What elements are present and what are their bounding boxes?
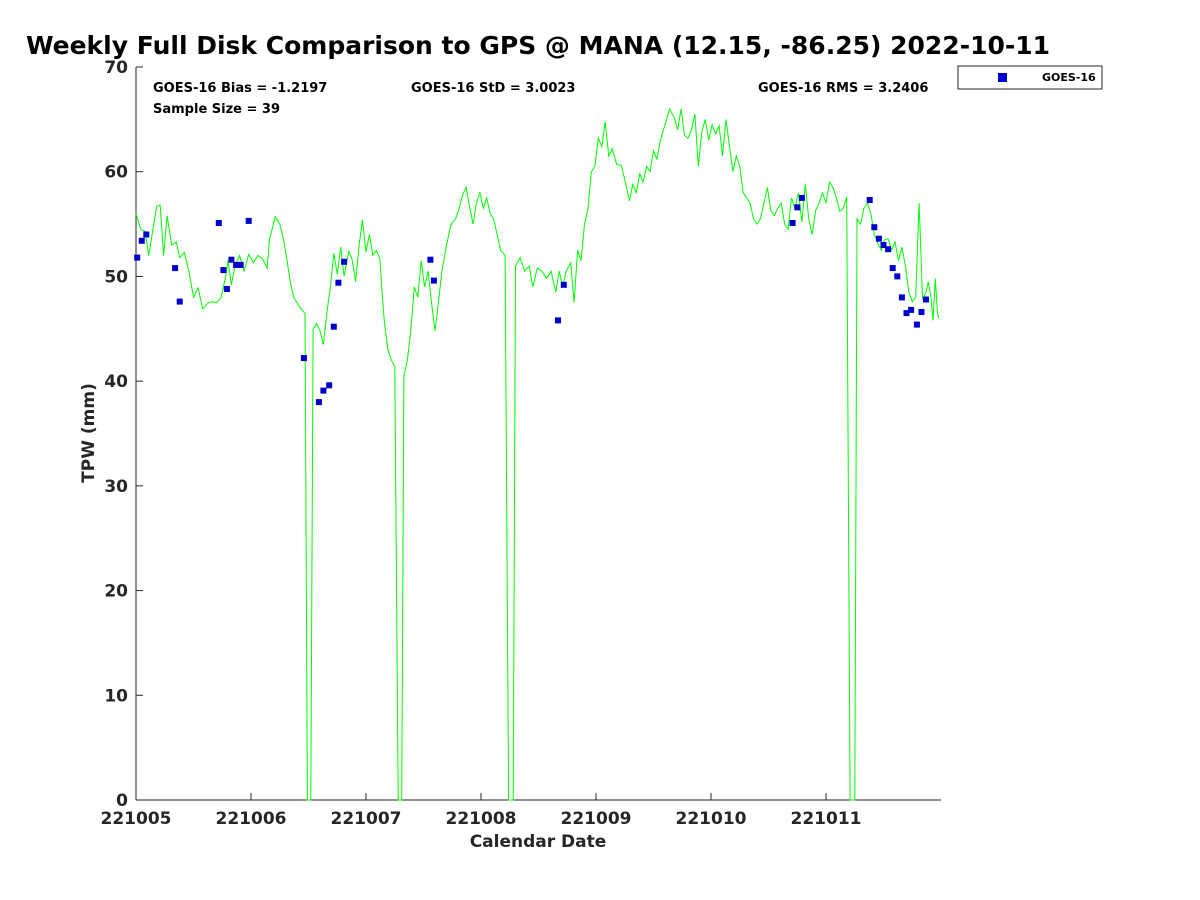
chart-title: Weekly Full Disk Comparison to GPS @ MAN… (26, 31, 1050, 60)
bias-stat: GOES-16 Bias = -1.2197 (153, 81, 327, 96)
goes16-point (794, 204, 801, 211)
goes16-point (908, 306, 915, 313)
y-tick-label: 70 (104, 58, 128, 78)
goes16-point (320, 387, 327, 394)
goes16-point (889, 265, 896, 272)
goes16-point (134, 254, 141, 261)
goes16-point (330, 323, 337, 330)
goes16-point (215, 220, 222, 226)
goes16-point (903, 310, 910, 317)
goes16-point (894, 273, 901, 280)
x-axis-label: Calendar Date (470, 832, 607, 852)
goes16-point (430, 277, 437, 284)
goes16-point (228, 256, 235, 263)
x-tick-label: 221009 (561, 809, 632, 829)
goes16-point (880, 242, 887, 248)
goes16-point (555, 317, 561, 324)
goes16-point (560, 281, 567, 288)
line-layer (135, 107, 940, 801)
y-tick-label: 20 (104, 582, 128, 602)
y-tick-label: 40 (104, 372, 128, 392)
goes16-point (918, 309, 925, 315)
goes16-point (326, 382, 333, 389)
std-stat: GOES-16 StD = 3.0023 (411, 81, 575, 96)
goes16-point (315, 399, 322, 406)
y-tick-label: 10 (104, 686, 128, 706)
goes16-point (237, 261, 244, 268)
x-tick-label: 221008 (446, 809, 517, 829)
x-tick-label: 221005 (101, 809, 172, 829)
x-tick-label: 221007 (331, 809, 402, 829)
sample-size-stat: Sample Size = 39 (153, 102, 280, 117)
goes16-point (300, 355, 307, 362)
goes16-point (245, 217, 252, 224)
x-ticks: 221005 221006 221007 221008 221009 221010 2210… (101, 793, 862, 829)
y-tick-label: 30 (104, 477, 128, 497)
goes16-point (143, 231, 150, 238)
goes16-point (913, 321, 920, 328)
plot-area (135, 67, 941, 801)
point-layer (134, 194, 929, 406)
legend-label: GOES-16 (1042, 71, 1096, 84)
goes16-point (172, 265, 179, 272)
gps-tpw-line (135, 107, 940, 801)
goes16-point (220, 267, 227, 274)
y-tick-label: 0 (116, 791, 128, 811)
goes16-point (341, 258, 348, 265)
goes16-point (875, 235, 882, 242)
x-tick-label: 221011 (791, 809, 862, 829)
goes16-point (138, 237, 145, 244)
legend: GOES-16 (957, 65, 1103, 90)
goes16-point (176, 298, 183, 305)
goes16-point (335, 279, 342, 286)
goes16-point (427, 256, 434, 263)
plot-background (136, 67, 941, 800)
goes16-point (233, 261, 240, 268)
goes16-point (898, 294, 905, 301)
goes16-point (789, 220, 796, 226)
legend-marker (998, 73, 1007, 82)
y-tick-label: 60 (104, 163, 128, 183)
goes16-point (866, 197, 873, 203)
x-tick-label: 221010 (676, 809, 747, 829)
goes16-point (798, 194, 805, 201)
goes16-point (223, 286, 230, 292)
goes16-point (871, 224, 878, 231)
y-axis-label: TPW (mm) (79, 383, 99, 483)
legend-box (957, 65, 1103, 90)
y-ticks: 0 10 20 30 40 50 60 70 (104, 58, 143, 811)
rms-stat: GOES-16 RMS = 3.2406 (758, 81, 928, 96)
y-tick-label: 50 (104, 267, 128, 287)
goes16-point (923, 296, 929, 303)
goes16-point (885, 246, 892, 253)
x-tick-label: 221006 (216, 809, 287, 829)
